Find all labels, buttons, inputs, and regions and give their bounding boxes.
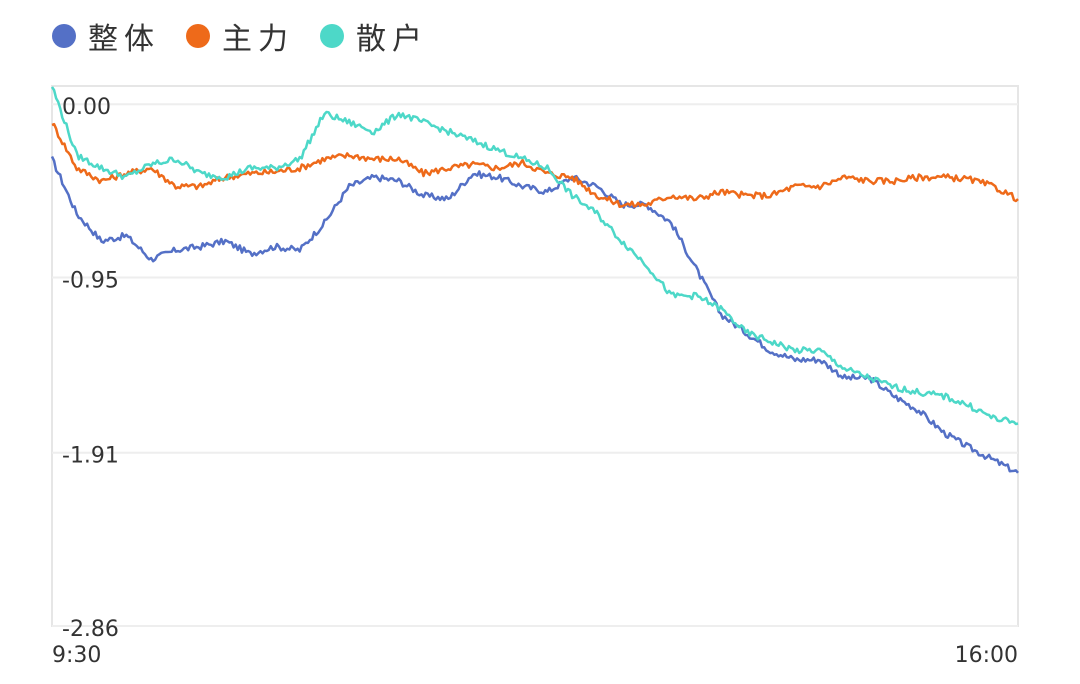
series-line-overall xyxy=(50,155,1019,474)
legend-dot-main xyxy=(186,24,210,48)
legend-label-main: 主力 xyxy=(222,22,294,57)
y-tick-label: 0.00 xyxy=(62,95,111,120)
x-tick-label: 16:00 xyxy=(955,643,1018,668)
series-line-main xyxy=(51,122,1019,209)
legend-label-retail: 散户 xyxy=(356,22,428,57)
legend-label-overall: 整体 xyxy=(88,22,160,57)
y-tick-label: -2.86 xyxy=(62,617,119,642)
series-line-retail xyxy=(50,86,1019,426)
y-tick-label: -1.91 xyxy=(62,444,119,469)
x-tick-label: 9:30 xyxy=(52,643,101,668)
legend-dot-retail xyxy=(320,24,344,48)
legend-item-overall[interactable]: 整体 xyxy=(52,14,160,58)
legend-item-retail[interactable]: 散户 xyxy=(320,14,428,58)
legend: 整体 主力 散户 xyxy=(52,14,428,58)
legend-item-main[interactable]: 主力 xyxy=(186,14,294,58)
y-tick-label: -0.95 xyxy=(62,269,119,294)
plot-frame xyxy=(51,85,1019,627)
legend-dot-overall xyxy=(52,24,76,48)
